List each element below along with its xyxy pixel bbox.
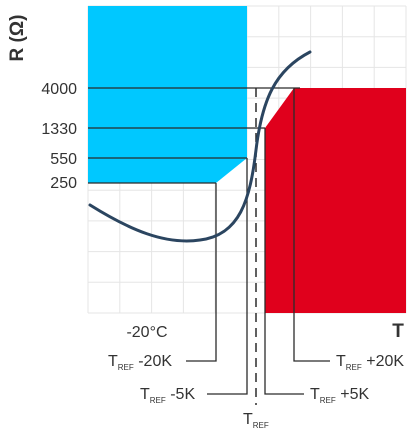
label-tref-20k-right: TREF +20K bbox=[336, 353, 404, 372]
label-tref: TREF bbox=[243, 411, 269, 430]
leader-tref-5k-left bbox=[207, 158, 248, 395]
y-guide-lines bbox=[88, 87, 300, 184]
x-tick-minus20c: -20°C bbox=[126, 324, 167, 341]
label-tref-5k-right: TREF +5K bbox=[310, 386, 369, 405]
resistance-curve bbox=[88, 50, 312, 243]
y-tick-250: 250 bbox=[50, 175, 77, 192]
leader-tref-20k-right bbox=[293, 88, 330, 362]
label-tref-5k-left: TREF -5K bbox=[140, 386, 195, 405]
y-tick-4000: 4000 bbox=[41, 81, 77, 98]
y-axis-title: R (Ω) bbox=[7, 15, 28, 62]
marker-leaders bbox=[186, 88, 330, 395]
x-axis-title: T bbox=[392, 321, 404, 342]
label-tref-20k: TREF -20K bbox=[108, 353, 172, 372]
leader-tref-5k-right bbox=[264, 128, 304, 395]
low-resistance-region bbox=[88, 6, 247, 183]
y-tick-550: 550 bbox=[50, 151, 77, 168]
y-tick-1330: 1330 bbox=[41, 121, 77, 138]
leader-tref-20k bbox=[186, 183, 217, 362]
high-resistance-region bbox=[265, 88, 406, 313]
